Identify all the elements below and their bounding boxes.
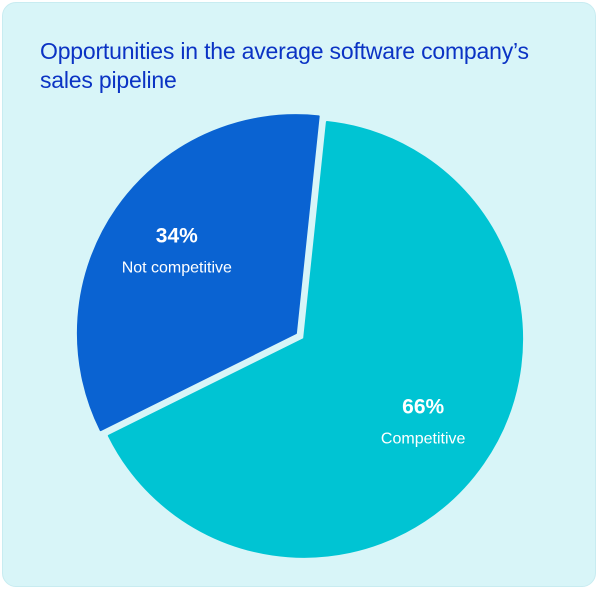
slice-category-label: Competitive bbox=[381, 431, 466, 448]
chart-card: Opportunities in the average software co… bbox=[2, 2, 596, 587]
pie-slice-not-competitive bbox=[76, 114, 320, 432]
chart-title: Opportunities in the average software co… bbox=[40, 38, 529, 93]
pie-slices bbox=[76, 114, 524, 558]
slice-value-label: 66% bbox=[402, 396, 444, 419]
slice-category-label: Not competitive bbox=[122, 259, 232, 276]
pie-slice-competitive bbox=[107, 121, 524, 558]
pie-labels: 66% Competitive 34% Not competitive bbox=[122, 224, 466, 447]
pie-chart: 66% Competitive 34% Not competitive bbox=[76, 114, 524, 558]
slice-value-label: 34% bbox=[156, 224, 198, 247]
